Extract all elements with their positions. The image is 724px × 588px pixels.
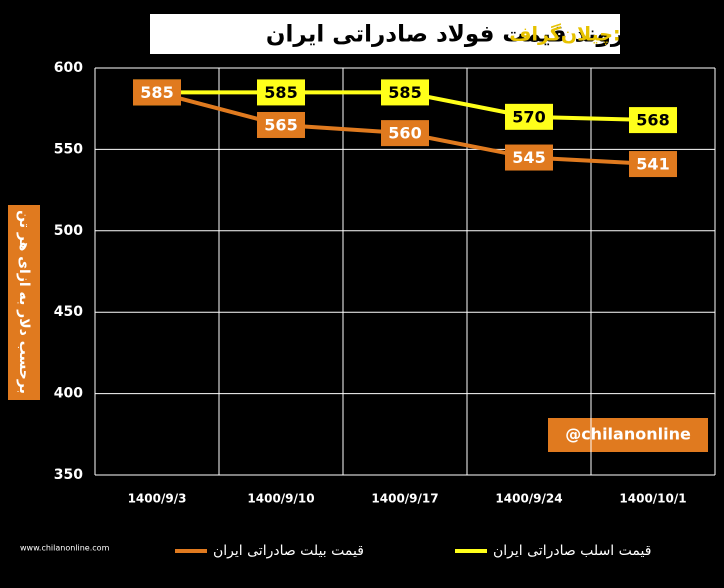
legend-label: قیمت بیلت صادراتی ایران — [213, 543, 364, 559]
data-label-box — [629, 151, 677, 178]
data-label: 568 — [636, 111, 669, 130]
brand: چیلان‌گراف: — [509, 23, 620, 46]
data-label: 565 — [264, 115, 297, 134]
x-tick-label: 1400/9/24 — [495, 492, 562, 506]
chart-title: روند قیمت فولاد صادراتی ایران — [266, 22, 624, 48]
y-tick-label: 600 — [54, 60, 83, 76]
data-label-box — [381, 79, 429, 106]
x-tick-label: 1400/9/3 — [128, 492, 187, 506]
legend-label: قیمت اسلب صادراتی ایران — [493, 543, 651, 559]
data-label: 585 — [140, 83, 173, 102]
data-label: 585 — [388, 83, 421, 102]
x-tick-label: 1400/9/10 — [247, 492, 314, 506]
data-label: 560 — [388, 124, 421, 143]
data-label-box — [257, 79, 305, 106]
data-label-box — [629, 107, 677, 134]
y-axis-label: برحسب دلار به ازای هر تن — [16, 210, 32, 394]
watermark-box — [548, 418, 708, 452]
data-label-box — [133, 79, 181, 106]
data-label-box — [257, 111, 305, 138]
y-tick-label: 350 — [54, 467, 83, 483]
y-tick-label: 500 — [54, 223, 83, 239]
title-box — [150, 14, 620, 54]
data-label: 570 — [512, 107, 545, 126]
data-label: 585 — [264, 83, 297, 102]
data-label-box — [505, 103, 553, 130]
watermark: @chilanonline — [565, 425, 691, 444]
website: www.chilanonline.com — [20, 544, 110, 553]
y-tick-label: 400 — [54, 386, 83, 402]
data-label-box — [505, 144, 553, 171]
y-tick-label: 450 — [54, 304, 83, 320]
x-tick-label: 1400/10/1 — [619, 492, 686, 506]
data-label-box — [381, 120, 429, 147]
x-tick-label: 1400/9/17 — [371, 492, 438, 506]
y-tick-label: 550 — [54, 141, 83, 157]
y-label-box — [8, 205, 40, 400]
data-label: 541 — [636, 155, 669, 174]
data-label: 545 — [512, 148, 545, 167]
